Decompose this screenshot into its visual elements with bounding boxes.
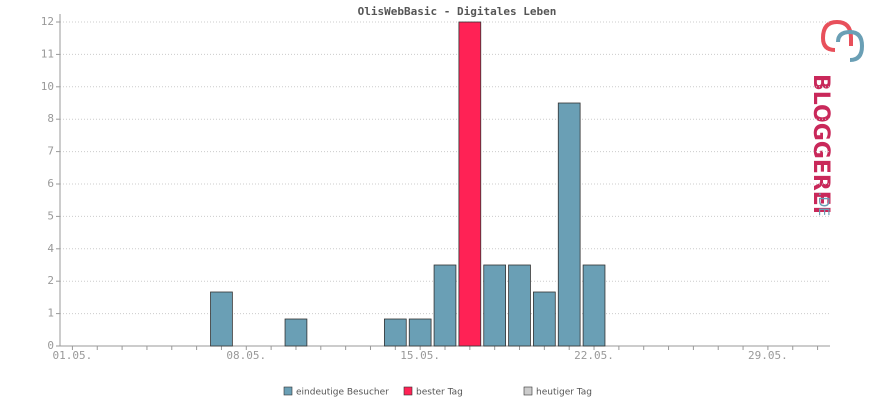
y-tick-label: 0 bbox=[47, 339, 54, 352]
chart-title: OlisWebBasic - Digitales Leben bbox=[358, 5, 557, 18]
bar bbox=[383, 318, 407, 347]
legend-label: heutiger Tag bbox=[536, 388, 592, 398]
legend-swatch bbox=[523, 386, 533, 396]
bar bbox=[458, 21, 482, 347]
y-tick-label: 6 bbox=[47, 177, 54, 190]
logo: BLOGGEREI .DE bbox=[808, 19, 865, 216]
bar bbox=[284, 318, 308, 347]
bar bbox=[557, 102, 581, 347]
y-tick-label: 10 bbox=[41, 80, 54, 93]
y-tick-label: 2 bbox=[47, 274, 54, 287]
x-tick-label: 22.05. bbox=[574, 349, 614, 362]
bar bbox=[433, 264, 457, 347]
x-tick-label: 29.05. bbox=[748, 349, 788, 362]
bar bbox=[508, 264, 531, 347]
y-tick-label: 4 bbox=[47, 242, 54, 255]
legend-swatch bbox=[403, 386, 413, 396]
logo-text: BLOGGEREI bbox=[808, 74, 833, 214]
y-tick-label: 11 bbox=[41, 47, 54, 60]
bar bbox=[210, 291, 233, 347]
x-tick-label: 15.05. bbox=[400, 349, 440, 362]
y-tick-label: 12 bbox=[41, 15, 54, 28]
logo-suffix: .DE bbox=[815, 192, 831, 216]
bar bbox=[483, 264, 507, 347]
bar bbox=[408, 318, 432, 347]
logo-icon bbox=[820, 19, 853, 52]
legend-label: eindeutige Besucher bbox=[296, 388, 389, 398]
legend-swatch bbox=[283, 386, 293, 396]
x-tick-label: 08.05. bbox=[226, 349, 266, 362]
logo-icon bbox=[836, 29, 865, 62]
legend-label: bester Tag bbox=[416, 388, 463, 398]
x-tick-label: 01.05. bbox=[53, 349, 93, 362]
y-tick-label: 1 bbox=[47, 307, 54, 320]
bar bbox=[582, 264, 606, 347]
y-tick-label: 7 bbox=[47, 145, 54, 158]
y-tick-label: 5 bbox=[47, 209, 54, 222]
y-tick-label: 8 bbox=[47, 112, 54, 125]
bar bbox=[533, 291, 556, 347]
